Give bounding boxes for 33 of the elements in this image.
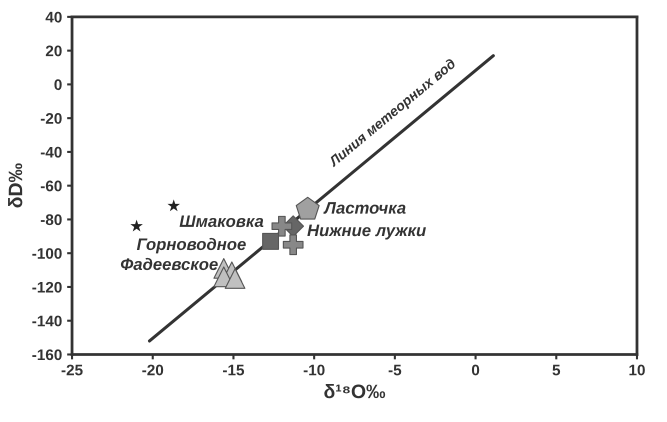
y-tick-label: 0 xyxy=(54,79,62,90)
y-tick-label: -140 xyxy=(32,316,62,326)
y-tick-label: -100 xyxy=(32,248,62,259)
x-tick-label: 0 xyxy=(472,364,480,376)
point xyxy=(272,216,292,237)
point xyxy=(296,196,320,220)
x-tick-label: 10 xyxy=(629,364,645,376)
point xyxy=(224,268,246,289)
y-tick-label: 40 xyxy=(46,12,62,23)
series-label: Шмаковка xyxy=(180,215,264,228)
x-tick-label: -5 xyxy=(388,364,402,376)
x-tick-label: 5 xyxy=(552,364,560,376)
y-tick-label: 20 xyxy=(46,46,62,56)
point xyxy=(262,232,280,250)
point xyxy=(130,220,143,232)
x-tick-label: -20 xyxy=(142,364,164,376)
x-axis-title: δ¹⁸O‰ xyxy=(324,384,386,398)
series-label: Горноводное xyxy=(136,238,246,254)
y-tick-label: -40 xyxy=(40,146,62,158)
x-tick-label: -10 xyxy=(304,364,325,376)
y-tick-label: -120 xyxy=(32,282,62,293)
x-tick-label: -15 xyxy=(223,364,244,376)
point xyxy=(282,234,304,256)
x-tick-label: -25 xyxy=(62,364,83,376)
y-tick-label: -60 xyxy=(40,180,62,192)
y-axis-title: δD‰ xyxy=(8,163,22,208)
series-label: Нижние лужки xyxy=(307,224,426,240)
point xyxy=(167,199,180,212)
y-tick-label: -160 xyxy=(32,349,62,360)
y-tick-label: -20 xyxy=(40,113,62,124)
series-label: Фадеевское xyxy=(120,258,218,270)
y-tick-label: -80 xyxy=(40,214,62,226)
series-label: Ласточка xyxy=(323,202,406,214)
